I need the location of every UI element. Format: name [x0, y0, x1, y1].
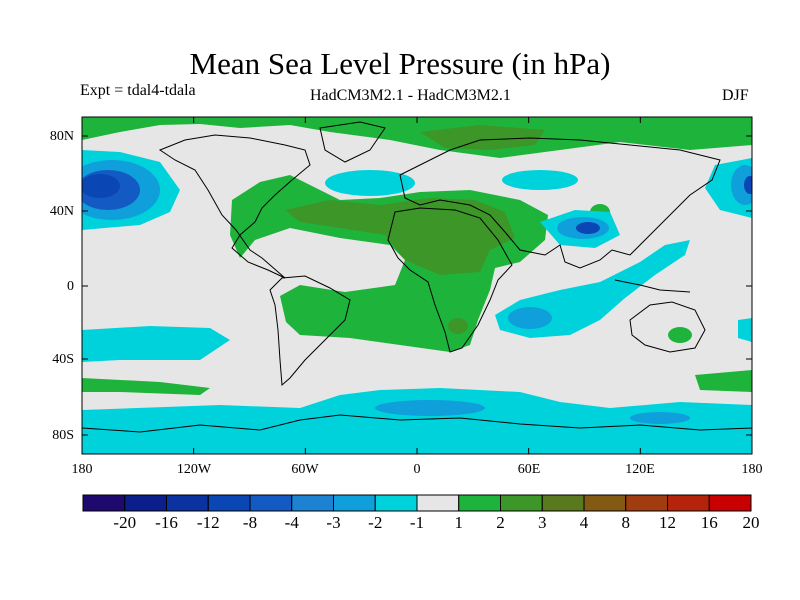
colorbar-label: -16 [155, 513, 178, 532]
east-edge-blue [731, 165, 752, 205]
colorbar-label: 2 [496, 513, 505, 532]
colorbar-swatch [82, 494, 126, 512]
arctic-olive [420, 125, 545, 150]
lon-label-180w: 180 [71, 462, 93, 477]
lon-label-120w: 120W [176, 462, 212, 477]
tibet-darkblue-core [576, 222, 600, 234]
africa-outline [387, 207, 513, 353]
page-title: Mean Sea Level Pressure (in hPa) [189, 46, 611, 81]
south-america-outline [269, 275, 351, 387]
colorbar-swatch [291, 494, 334, 512]
east-edge-darkblue [744, 176, 752, 194]
arctic-green-band [82, 117, 752, 158]
australia-green [668, 327, 692, 343]
colorbar-label: 20 [742, 513, 760, 532]
lat-label-40s: 40S [52, 352, 74, 367]
colorbar-swatch [207, 494, 251, 512]
southern-blue-2 [630, 412, 690, 424]
lon-label-180e: 180 [741, 462, 763, 477]
colorbar-label: -12 [196, 513, 220, 532]
greenland-outline [319, 121, 386, 163]
colorbar-swatch [458, 494, 501, 512]
lat-label-80n: 80N [49, 129, 74, 144]
colorbar-swatch [541, 494, 585, 512]
colorbar-swatch [249, 494, 293, 512]
eurasia-outline [399, 137, 721, 269]
colorbar-label: 3 [538, 513, 547, 532]
colorbar-label: -1 [409, 513, 425, 532]
colorbar-label: -2 [368, 513, 383, 532]
southern-ocean-cyan [82, 388, 752, 454]
colorbar-label: 4 [579, 513, 589, 532]
lat-label-40n: 40N [49, 204, 74, 219]
indian-blue [508, 307, 552, 329]
pacific-darkblue-core [82, 174, 120, 198]
colorbar-swatch [625, 494, 668, 512]
models-label: HadCM3M2.1 - HadCM3M2.1 [310, 87, 511, 104]
experiment-label: Expt = tdal4-tdala [80, 82, 196, 99]
pressure-field [82, 117, 752, 454]
lon-label-60w: 60W [291, 462, 319, 477]
colorbar-label: -20 [113, 513, 137, 532]
colorbar-label: -8 [242, 513, 258, 532]
colorbar-swatch [708, 494, 752, 512]
colorbar-label: 12 [659, 513, 676, 532]
colorbar-label: -4 [284, 513, 299, 532]
southern-blue [375, 400, 485, 416]
se-pacific-green [695, 370, 752, 392]
south-africa-olive [448, 318, 468, 334]
south-pacific-cyan [82, 326, 230, 362]
colorbar-swatch [374, 494, 418, 512]
colorbar-label: -3 [326, 513, 341, 532]
colorbar-swatch [416, 494, 460, 512]
siberia-cyan [502, 170, 578, 190]
colorbar-swatch [583, 494, 627, 512]
colorbar-swatch [333, 494, 376, 512]
colorbar-label: 8 [621, 513, 631, 532]
lat-label-80s: 80S [52, 428, 74, 443]
north-america-outline [158, 134, 311, 279]
antarctica-outline [82, 414, 752, 433]
season-label: DJF [722, 87, 749, 104]
southern-green-band [82, 378, 210, 395]
colorbar-swatch [500, 494, 543, 512]
coastlines [82, 121, 752, 433]
mediterranean-olive [285, 198, 515, 275]
colorbar-swatch [667, 494, 710, 512]
lon-label-0: 0 [413, 462, 421, 477]
axis-ticks [81, 117, 753, 454]
colorbar-label: 16 [700, 513, 718, 532]
colorbar [82, 494, 752, 512]
north-atlantic-cyan [325, 170, 415, 196]
australia-outline [629, 301, 706, 353]
lon-label-60e: 60E [517, 462, 541, 477]
strong-negative-regions [82, 160, 752, 424]
lon-label-120e: 120E [625, 462, 655, 477]
colorbar-label: 1 [454, 513, 464, 532]
nz-cyan [738, 318, 752, 342]
colorbar-swatch [124, 494, 167, 512]
lat-label-0: 0 [67, 279, 74, 294]
indonesia-outline [614, 279, 691, 293]
colorbar-swatch [166, 494, 209, 512]
strong-positive-regions [285, 125, 545, 334]
